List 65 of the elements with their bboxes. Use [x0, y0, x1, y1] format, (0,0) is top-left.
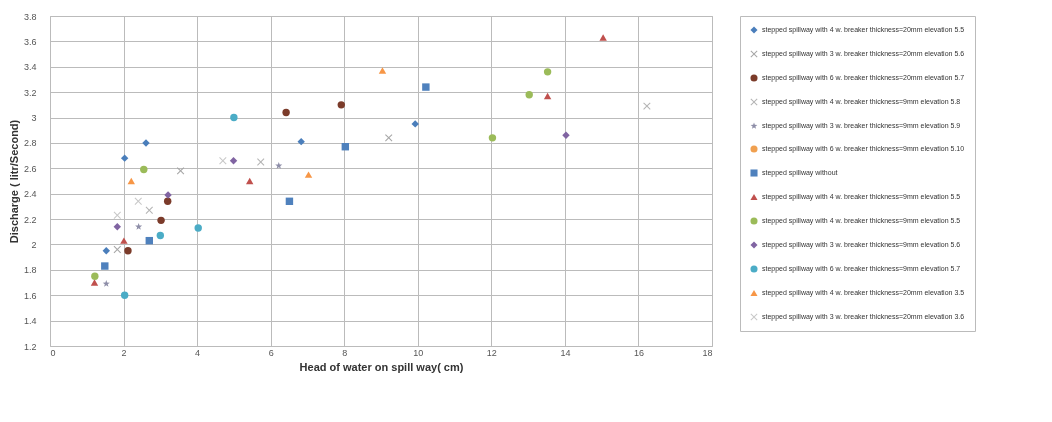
y-tick-label: 1.4: [23, 316, 37, 327]
x-tick-label: 2: [121, 347, 127, 358]
point: [411, 120, 419, 128]
point: [543, 92, 552, 100]
point: [282, 108, 290, 117]
point: [304, 171, 313, 178]
point: [163, 197, 172, 206]
point: [543, 68, 552, 76]
point: [120, 237, 128, 244]
x-tick-label: 18: [702, 347, 713, 358]
point: [337, 101, 345, 109]
y-tick-label: 3: [31, 113, 37, 124]
point: [134, 197, 142, 206]
point: [229, 156, 238, 165]
point: [385, 134, 393, 142]
x-tick-label: 10: [413, 347, 424, 358]
point: [562, 131, 570, 140]
point: [488, 134, 497, 142]
point: [127, 177, 135, 185]
point: [157, 216, 165, 225]
y-tick-label: 2: [31, 239, 37, 250]
point: [113, 222, 122, 231]
point: [101, 262, 109, 270]
x-tick-label: 14: [560, 347, 571, 358]
point: [257, 158, 265, 166]
point: [176, 167, 185, 175]
point: [156, 231, 165, 240]
y-tick-label: 1.2: [23, 341, 37, 352]
point: [140, 165, 148, 174]
y-tick-label: 1.6: [23, 290, 37, 301]
point: [230, 113, 238, 122]
x-tick-label: 0: [50, 347, 56, 358]
point: [145, 206, 154, 214]
point: [135, 222, 143, 230]
x-tick-label: 16: [633, 347, 644, 358]
x-tick-label: 6: [268, 347, 274, 358]
y-tick-label: 2.6: [23, 163, 37, 174]
y-tick-label: 2.8: [23, 138, 37, 149]
point: [102, 247, 110, 255]
y-tick-label: 2.2: [23, 214, 37, 225]
x-tick-label: 12: [486, 347, 497, 358]
x-tick-label: 8: [342, 347, 348, 358]
point: [120, 291, 129, 299]
point: [124, 247, 132, 255]
y-tick-label: 3.2: [23, 87, 37, 98]
y-tick-label: 3.6: [23, 36, 37, 47]
point: [599, 34, 607, 41]
point: [91, 272, 99, 280]
y-tick-label: 3.4: [23, 62, 37, 73]
point: [113, 211, 122, 219]
point: [219, 156, 227, 165]
point: [194, 224, 202, 232]
y-tick-label: 2.4: [23, 189, 37, 200]
x-axis-title: Head of water on spill way( cm): [299, 360, 464, 373]
point: [422, 83, 430, 91]
point: [246, 177, 254, 185]
y-tick-label: 3.8: [23, 11, 37, 22]
point: [378, 67, 387, 74]
point: [525, 90, 533, 99]
point: [297, 137, 305, 146]
x-tick-label: 4: [195, 347, 201, 358]
point: [120, 154, 129, 162]
y-tick-label: 1.8: [23, 265, 37, 276]
point: [90, 279, 99, 286]
y-axis-title: Discharge ( litr/Second): [7, 119, 20, 244]
